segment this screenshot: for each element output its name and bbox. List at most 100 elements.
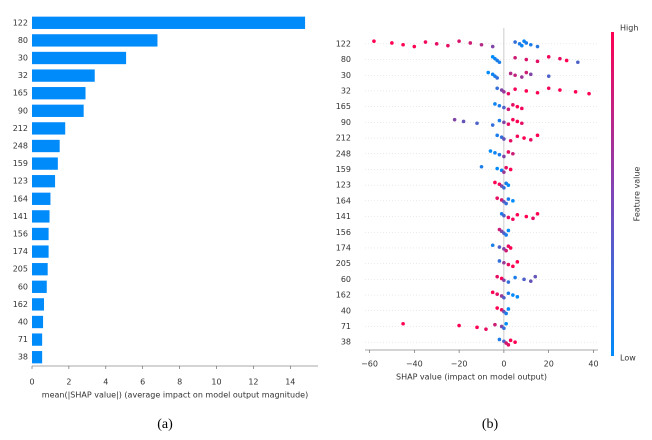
bar <box>32 69 95 82</box>
point <box>468 41 473 45</box>
point <box>504 321 508 326</box>
point <box>372 39 376 43</box>
point <box>502 170 506 174</box>
point <box>546 74 551 78</box>
bar <box>32 139 60 153</box>
point <box>506 307 511 311</box>
point <box>493 322 497 327</box>
point <box>506 343 511 347</box>
point <box>515 104 520 109</box>
point <box>488 149 493 153</box>
point <box>524 41 529 45</box>
point <box>506 183 511 187</box>
y-tick-label: 212 <box>336 134 351 143</box>
point <box>520 43 524 48</box>
bar <box>32 122 66 135</box>
point <box>495 196 499 200</box>
point <box>564 58 569 63</box>
point <box>531 216 535 221</box>
point <box>493 180 497 185</box>
point <box>508 167 513 172</box>
point <box>522 136 526 140</box>
point <box>502 213 506 218</box>
y-tick-label: 80 <box>18 36 28 45</box>
point <box>511 264 515 269</box>
point <box>495 274 499 279</box>
panel-label: (a) <box>157 417 173 432</box>
point <box>497 103 502 108</box>
x-axis-label: SHAP value (impact on model output) <box>396 373 547 382</box>
point <box>475 121 479 126</box>
y-tick-label: 164 <box>336 196 351 205</box>
colorbar-label: Feature value <box>633 167 642 222</box>
y-tick-label: 174 <box>336 243 351 252</box>
point <box>446 43 450 48</box>
point <box>495 292 499 296</box>
point <box>434 42 439 46</box>
point <box>506 150 511 154</box>
point <box>533 274 538 279</box>
point <box>461 119 466 124</box>
point <box>513 73 517 78</box>
bar <box>32 87 86 100</box>
x-axis-label: mean(|SHAP value|) (average impact on mo… <box>42 391 308 400</box>
point <box>490 123 495 127</box>
point <box>390 41 394 45</box>
point <box>506 262 511 267</box>
point <box>506 197 511 201</box>
point <box>452 117 457 122</box>
point <box>511 293 515 297</box>
point <box>423 40 428 44</box>
point <box>511 151 515 156</box>
point <box>511 217 515 222</box>
point <box>515 260 520 264</box>
bar <box>32 263 48 276</box>
point <box>401 42 405 47</box>
y-tick-label: 141 <box>13 212 28 221</box>
point <box>558 56 562 61</box>
bar <box>32 104 84 117</box>
point <box>493 102 497 106</box>
y-tick-label: 71 <box>18 335 28 344</box>
x-tick-label: 12 <box>248 378 258 387</box>
y-tick-label: 122 <box>13 18 28 27</box>
point <box>493 151 497 155</box>
point <box>576 60 580 65</box>
point <box>528 42 533 47</box>
point <box>479 42 484 47</box>
y-tick-label: 60 <box>341 275 351 284</box>
point <box>573 90 578 94</box>
point <box>522 277 526 282</box>
point <box>497 337 502 342</box>
y-tick-label: 40 <box>341 306 351 315</box>
x-tick-label: 0 <box>501 360 506 369</box>
point <box>502 120 506 125</box>
y-tick-label: 141 <box>336 212 351 221</box>
point <box>535 212 540 216</box>
y-tick-label: 248 <box>13 142 28 151</box>
point <box>457 323 461 328</box>
y-tick-label: 90 <box>341 118 351 127</box>
point <box>495 86 499 91</box>
bar <box>32 16 306 29</box>
colorbar <box>611 32 614 356</box>
point <box>486 70 491 75</box>
y-tick-label: 38 <box>18 353 28 362</box>
y-tick-label: 30 <box>18 54 28 63</box>
y-tick-label: 122 <box>336 39 351 48</box>
point <box>497 245 502 249</box>
point <box>490 243 495 248</box>
y-tick-label: 205 <box>13 265 28 274</box>
point <box>515 295 520 299</box>
x-tick-label: 14 <box>285 378 295 387</box>
point <box>508 138 513 143</box>
point <box>504 248 508 253</box>
y-tick-label: 80 <box>341 55 351 64</box>
point <box>497 152 502 157</box>
y-tick-label: 40 <box>18 318 28 327</box>
point <box>535 59 540 64</box>
point <box>504 201 508 206</box>
point <box>506 91 511 96</box>
point <box>524 89 529 93</box>
colorbar-low: Low <box>620 354 636 363</box>
